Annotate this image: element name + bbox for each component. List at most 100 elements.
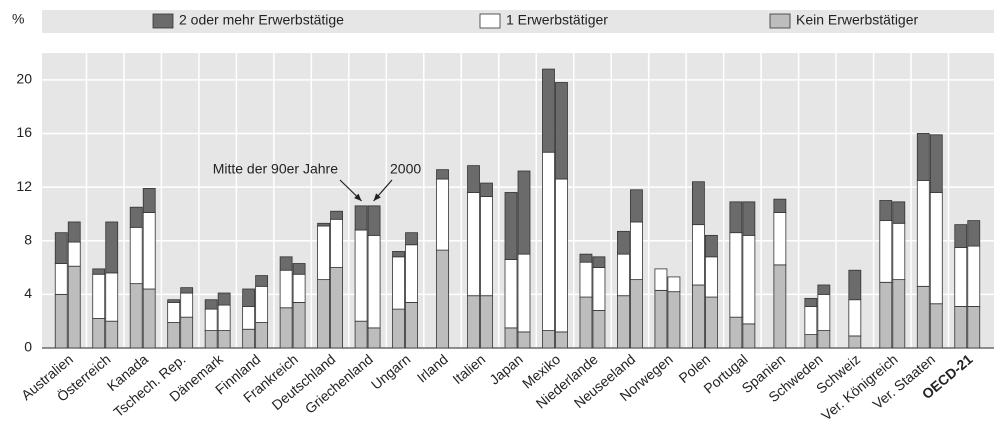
legend-label: Kein Erwerbstätiger bbox=[796, 12, 919, 28]
bar-segment bbox=[517, 253, 531, 333]
bar-segment bbox=[292, 302, 306, 349]
bar-segment bbox=[354, 205, 368, 231]
bar-segment bbox=[555, 178, 568, 333]
bar-segment bbox=[592, 310, 606, 349]
bar-segment bbox=[542, 330, 555, 349]
bar-segment bbox=[630, 279, 643, 349]
bar-segment bbox=[879, 220, 893, 283]
bar-segment bbox=[579, 253, 593, 263]
bar-segment bbox=[367, 327, 381, 349]
bar-segment bbox=[105, 221, 119, 274]
bar-segment bbox=[848, 335, 862, 349]
bar-segment bbox=[630, 189, 643, 223]
bar-segment bbox=[954, 224, 968, 248]
bar-segment bbox=[405, 244, 418, 303]
bar-segment bbox=[317, 222, 331, 227]
bar-segment bbox=[129, 283, 143, 349]
bar-segment bbox=[504, 327, 518, 349]
bar-segment bbox=[729, 232, 743, 318]
bar-segment bbox=[92, 318, 106, 349]
bar-segment bbox=[929, 134, 943, 193]
bar-segment bbox=[54, 293, 68, 349]
bar-segment bbox=[592, 256, 606, 268]
bar-segment bbox=[504, 259, 518, 329]
bar-segment bbox=[617, 230, 630, 255]
bar-segment bbox=[742, 234, 756, 325]
bar-segment bbox=[817, 284, 831, 295]
bar-segment bbox=[705, 234, 718, 258]
bar-segment bbox=[367, 205, 381, 236]
bar-segment bbox=[579, 296, 593, 349]
bar-segment bbox=[773, 264, 787, 349]
legend-label: 2 oder mehr Erwerbstätige bbox=[179, 12, 344, 28]
y-tick-label: 4 bbox=[24, 285, 32, 301]
bar-segment bbox=[804, 306, 818, 335]
bar-segment bbox=[817, 330, 831, 349]
x-tick-label: Japan bbox=[486, 351, 526, 388]
bar-segment bbox=[692, 224, 705, 286]
bar-segment bbox=[167, 322, 181, 349]
bar-segment bbox=[180, 316, 194, 349]
bar-segment bbox=[330, 218, 344, 268]
y-axis-label: % bbox=[12, 11, 24, 27]
bar-segment bbox=[279, 269, 293, 309]
bar-segment bbox=[317, 225, 331, 281]
bar-segment bbox=[879, 281, 893, 349]
bar-segment bbox=[317, 279, 331, 349]
bar-segment bbox=[54, 263, 68, 295]
bar-segment bbox=[204, 330, 218, 349]
bar-segment bbox=[773, 198, 787, 213]
bar-segment bbox=[667, 276, 681, 293]
bar-segment bbox=[692, 181, 705, 226]
bar-segment bbox=[279, 307, 293, 349]
bar-segment bbox=[105, 272, 119, 322]
bar-segment bbox=[54, 232, 68, 264]
bar-segment bbox=[705, 296, 718, 349]
bar-segment bbox=[255, 275, 269, 287]
bar-segment bbox=[129, 206, 143, 228]
bar-segment bbox=[180, 292, 194, 318]
bar-segment bbox=[667, 291, 681, 349]
bar-segment bbox=[330, 210, 344, 220]
bar-segment bbox=[592, 267, 606, 311]
bar-segment bbox=[555, 331, 568, 349]
bar-segment bbox=[929, 192, 943, 305]
bar-segment bbox=[405, 232, 418, 246]
bar-segment bbox=[67, 221, 81, 243]
bar-segment bbox=[916, 133, 930, 181]
bar-segment bbox=[436, 178, 449, 251]
bar-segment bbox=[167, 299, 181, 303]
bar-segment bbox=[167, 302, 181, 323]
arrow-head bbox=[354, 193, 362, 201]
bar-segment bbox=[804, 297, 818, 307]
bar-segment bbox=[804, 334, 818, 349]
bar-segment bbox=[916, 285, 930, 349]
bar-segment bbox=[892, 279, 906, 349]
bar-segment bbox=[967, 220, 981, 247]
bar-segment bbox=[617, 295, 630, 349]
bar-segment bbox=[517, 331, 531, 349]
x-tick-label: Irland bbox=[414, 351, 451, 386]
bar-segment bbox=[929, 303, 943, 349]
bar-segment bbox=[892, 222, 906, 281]
bar-segment bbox=[67, 265, 81, 349]
bar-segment bbox=[180, 287, 194, 294]
bar-segment bbox=[92, 273, 106, 319]
bar-segment bbox=[105, 320, 119, 349]
x-tick-label: Italien bbox=[449, 351, 488, 387]
bar-segment bbox=[954, 247, 968, 307]
arrow-head bbox=[373, 193, 381, 201]
bar-segment bbox=[405, 302, 418, 349]
bar-segment bbox=[217, 330, 231, 349]
bar-segment bbox=[142, 288, 156, 349]
bar-segment bbox=[916, 179, 930, 287]
bar-segment bbox=[367, 234, 381, 329]
bar-segment bbox=[848, 269, 862, 301]
bar-segment bbox=[242, 288, 256, 307]
bar-segment bbox=[242, 306, 256, 330]
bar-segment bbox=[967, 306, 981, 349]
bar-segment bbox=[142, 188, 156, 213]
bar-segment bbox=[330, 267, 344, 349]
y-tick-label: 8 bbox=[24, 231, 32, 247]
